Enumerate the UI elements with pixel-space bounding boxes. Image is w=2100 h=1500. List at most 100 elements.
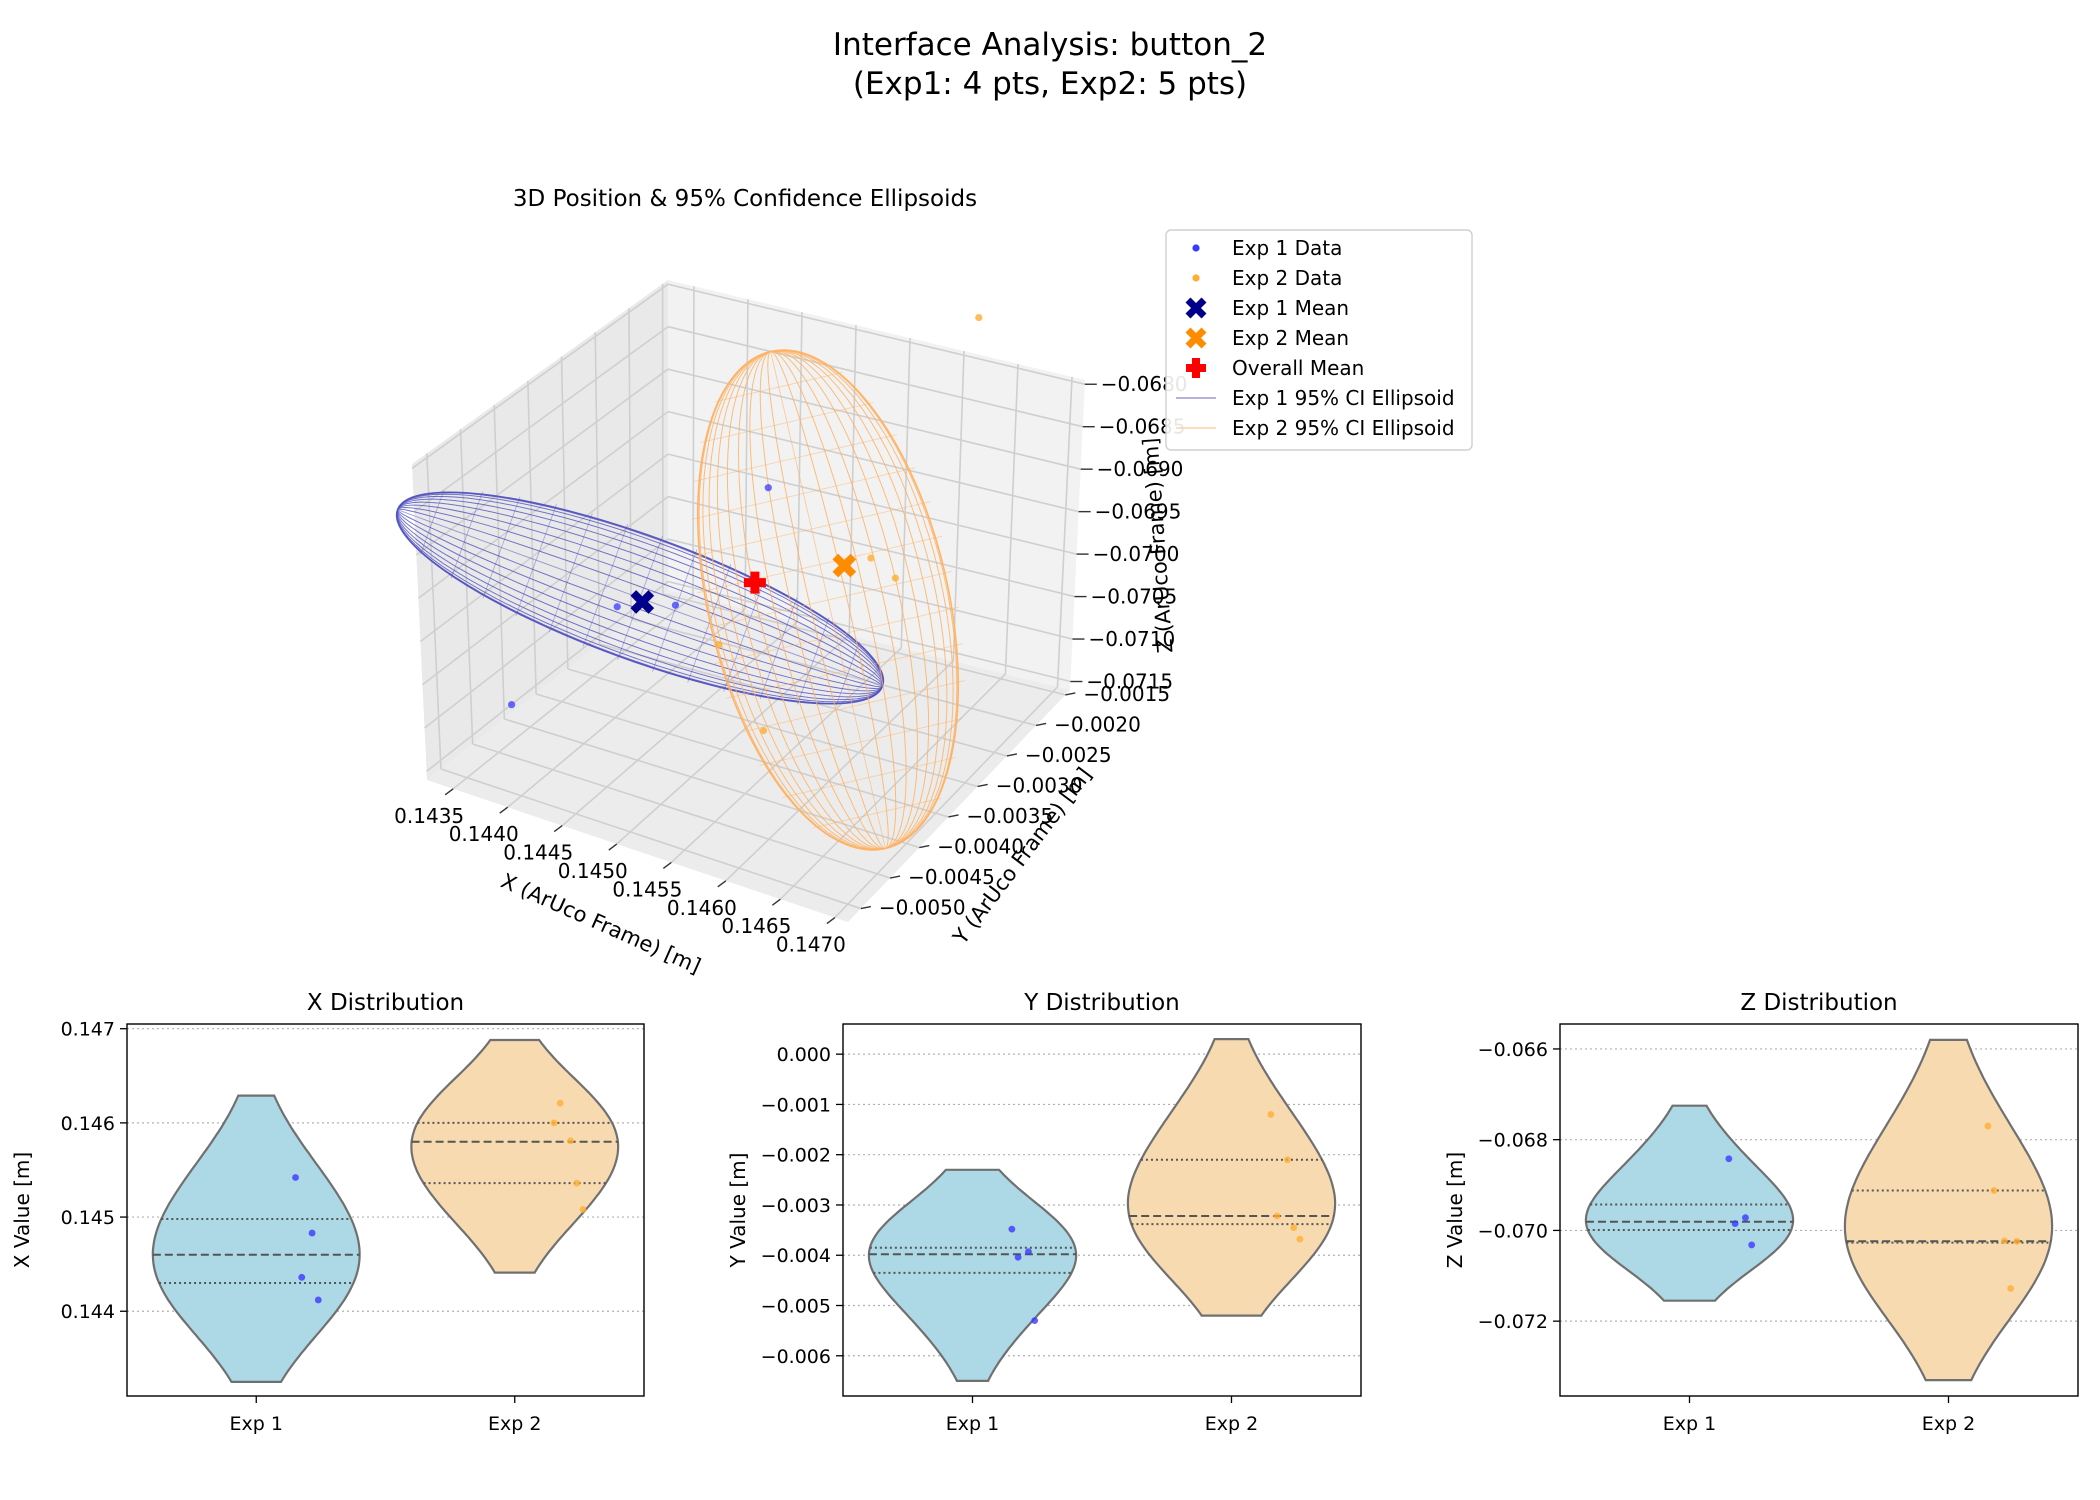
legend-label: Exp 2 Mean bbox=[1232, 326, 1349, 350]
violin-x-panel: X Distribution 0.144 0.145 0.146 0.147 Exp 1 E… bbox=[10, 990, 645, 1435]
x-tick-label: 0.1445 bbox=[503, 841, 573, 865]
data-point bbox=[1273, 1212, 1281, 1220]
violin-body bbox=[410, 1038, 620, 1274]
exp2-data-point bbox=[759, 726, 768, 735]
data-point bbox=[1025, 1248, 1032, 1256]
data-point bbox=[1731, 1220, 1739, 1228]
exp2-data-point bbox=[975, 313, 983, 322]
x-tick-label: 0.1465 bbox=[721, 914, 791, 938]
data-point bbox=[1742, 1214, 1749, 1222]
tick bbox=[499, 806, 509, 814]
exp1-mean-marker bbox=[630, 590, 655, 614]
legend-dot bbox=[1192, 274, 1200, 282]
data-point bbox=[1984, 1122, 1992, 1130]
z-tick-label: −0.0715 bbox=[1086, 670, 1173, 694]
data-point bbox=[298, 1273, 306, 1281]
y-tick-label: −0.003 bbox=[761, 1195, 831, 1217]
y-tick-label: −0.004 bbox=[761, 1245, 831, 1267]
tick bbox=[608, 843, 618, 851]
data-point bbox=[1267, 1111, 1275, 1118]
tick bbox=[444, 788, 454, 796]
data-point bbox=[1748, 1241, 1756, 1249]
pane-floor bbox=[427, 590, 1070, 922]
legend-frame bbox=[1165, 229, 1473, 451]
y-tick-label: −0.0035 bbox=[966, 804, 1053, 828]
scatter3d-panel: 3D Position & 95% Confidence Ellipsoids … bbox=[394, 186, 1473, 978]
legend-label: Exp 1 95% CI Ellipsoid bbox=[1232, 386, 1455, 410]
axes-frame bbox=[842, 1023, 1362, 1397]
y-tick-label: −0.0045 bbox=[908, 865, 995, 889]
pane-back-y bbox=[412, 280, 668, 780]
x-tick-label: Exp 1 bbox=[230, 1413, 283, 1435]
ellipsoid-outline bbox=[395, 491, 885, 705]
data-point bbox=[1296, 1235, 1304, 1243]
legend-label: Exp 2 95% CI Ellipsoid bbox=[1232, 416, 1455, 440]
violin-z-panel: Z Distribution −0.072 −0.070 −0.068 −0.066 Ex… bbox=[1443, 990, 2079, 1435]
scatter3d-marks bbox=[508, 313, 983, 735]
x-tick-label: 0.1440 bbox=[449, 822, 519, 846]
legend-dot bbox=[1192, 244, 1200, 252]
exp1-data-point bbox=[671, 601, 680, 609]
scatter3d-ticks: 0.14350.14400.14450.14500.14550.14600.14… bbox=[394, 372, 1187, 956]
z-tick-label: −0.0700 bbox=[1093, 542, 1180, 566]
data-point bbox=[567, 1137, 574, 1145]
y-tick-label: 0.146 bbox=[61, 1113, 115, 1135]
tick bbox=[717, 880, 727, 888]
gridline bbox=[779, 673, 1006, 900]
violin-title: X Distribution bbox=[307, 990, 464, 1016]
y-tick-label: −0.070 bbox=[1478, 1220, 1548, 1242]
data-point bbox=[1284, 1156, 1291, 1164]
x-tick-label: Exp 1 bbox=[946, 1413, 999, 1435]
violin-body bbox=[1584, 1104, 1795, 1302]
scatter3d-title: 3D Position & 95% Confidence Ellipsoids bbox=[513, 186, 977, 212]
tick bbox=[1006, 753, 1018, 757]
tick bbox=[977, 783, 988, 788]
y-tick-label: −0.0020 bbox=[1054, 712, 1141, 736]
violin-body bbox=[867, 1168, 1078, 1382]
data-point bbox=[2007, 1285, 2015, 1292]
z-tick-label: −0.0705 bbox=[1091, 585, 1178, 609]
y-tick-label: −0.006 bbox=[761, 1346, 831, 1368]
tick bbox=[948, 814, 959, 818]
exp2-mean-marker bbox=[832, 553, 857, 578]
exp1-ellipsoid bbox=[395, 490, 885, 706]
x-tick-label: 0.1470 bbox=[776, 933, 846, 957]
tick bbox=[919, 844, 930, 849]
gridline bbox=[419, 453, 669, 643]
gridline bbox=[834, 686, 1059, 919]
gridline bbox=[472, 743, 891, 879]
x-tick-label: Exp 2 bbox=[1205, 1413, 1258, 1435]
legend-label: Overall Mean bbox=[1232, 356, 1364, 380]
gridline bbox=[667, 453, 1077, 555]
x-tick-label: Exp 2 bbox=[488, 1413, 541, 1435]
exp2-data-point bbox=[891, 574, 900, 582]
z-tick-label: −0.0690 bbox=[1097, 457, 1184, 481]
legend-plus bbox=[1186, 358, 1206, 378]
data-point bbox=[1290, 1224, 1298, 1231]
y-tick-label: −0.001 bbox=[761, 1094, 831, 1116]
gridline bbox=[535, 693, 949, 818]
gridline bbox=[567, 668, 978, 788]
data-point bbox=[573, 1179, 581, 1187]
tick bbox=[860, 905, 871, 910]
violin-title: Y Distribution bbox=[1023, 990, 1180, 1016]
y-tick-label: −0.068 bbox=[1478, 1130, 1548, 1152]
data-point bbox=[1008, 1225, 1016, 1233]
y-tick-label: −0.005 bbox=[761, 1296, 831, 1318]
y-tick-label: −0.0015 bbox=[1083, 682, 1170, 706]
overall-mean-marker bbox=[743, 571, 766, 594]
tick bbox=[826, 917, 836, 925]
ellipsoid-outline bbox=[696, 349, 960, 851]
data-point bbox=[2001, 1237, 2008, 1245]
scatter3d-legend: Exp 1 Data Exp 2 Data Exp 1 Mean Exp 2 Mean… bbox=[1165, 229, 1473, 451]
exp2-data-point bbox=[715, 641, 723, 649]
data-point bbox=[556, 1099, 564, 1107]
y-tick-label: −0.002 bbox=[761, 1145, 831, 1167]
gridline bbox=[452, 595, 694, 790]
gridline bbox=[667, 325, 1083, 428]
y-tick-label: −0.0050 bbox=[879, 896, 966, 920]
tick bbox=[889, 875, 901, 879]
tick bbox=[553, 825, 563, 833]
legend-x bbox=[1185, 327, 1207, 349]
figure-title-line1: Interface Analysis: button_2 bbox=[833, 27, 1267, 63]
